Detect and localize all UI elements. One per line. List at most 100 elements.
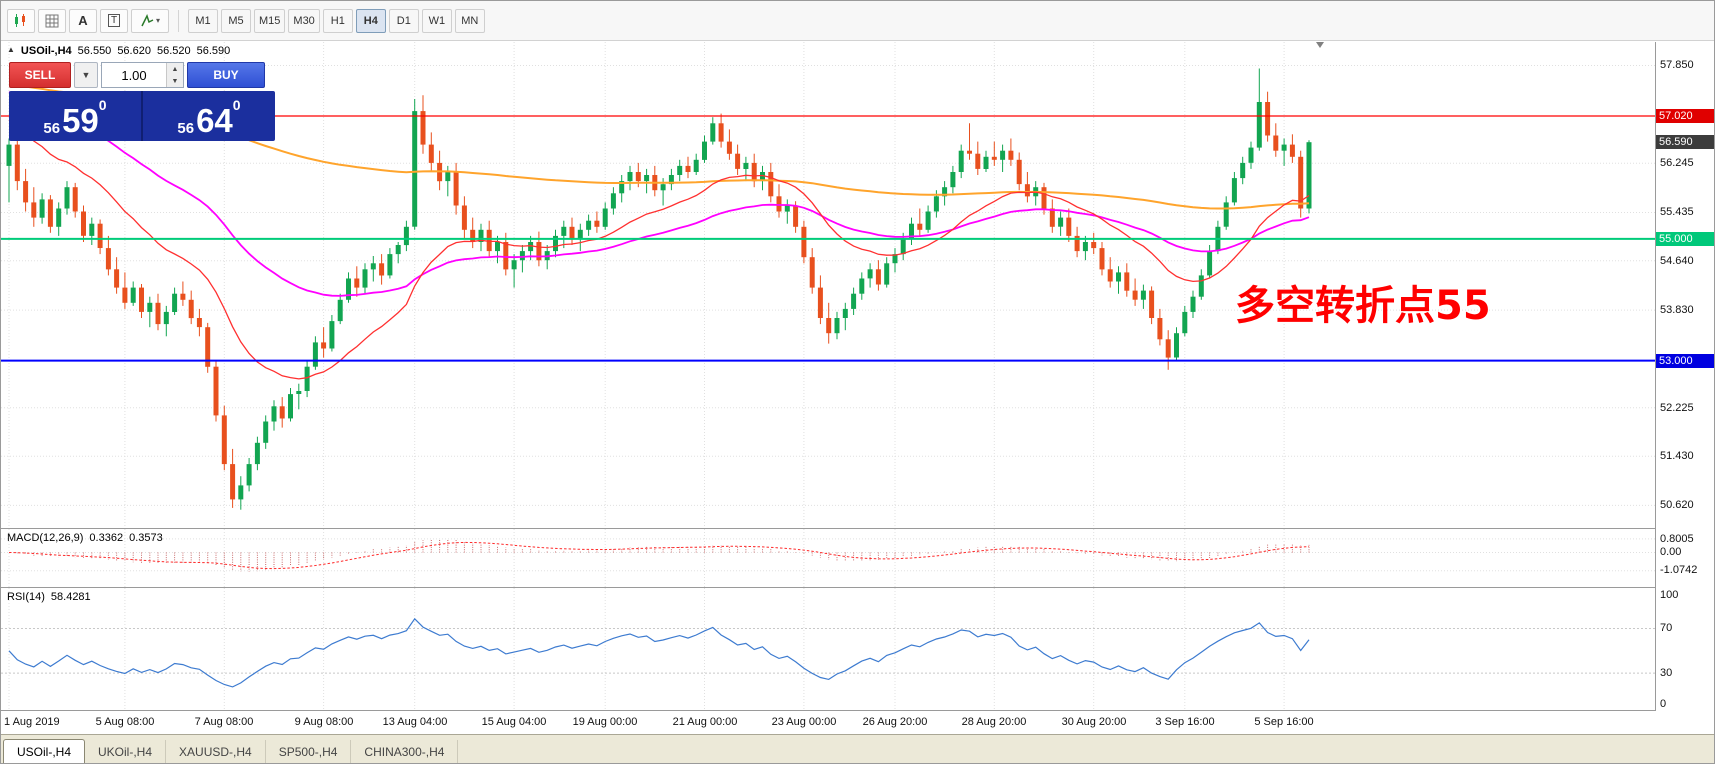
tf-h4-button[interactable]: H4 <box>355 8 386 33</box>
rsi-axis-tick: 30 <box>1660 667 1673 679</box>
macd-axis-tick: 0.8005 <box>1660 533 1694 545</box>
grid-icon[interactable] <box>38 8 66 33</box>
price-tick: 50.620 <box>1660 499 1694 511</box>
tf-w1-button[interactable]: W1 <box>421 8 452 33</box>
price-chart-panel[interactable]: ▲ USOil-,H4 56.550 56.620 56.520 56.590 … <box>1 42 1655 528</box>
rsi-value: 58.4281 <box>50 591 91 603</box>
tf-m30-button[interactable]: M30 <box>288 8 320 33</box>
volume-control: ▲ ▼ <box>101 62 184 88</box>
rsi-axis-tick: 100 <box>1660 589 1679 601</box>
time-tick: 19 Aug 00:00 <box>572 716 638 728</box>
one-click-trading-panel: SELL ▼ ▲ ▼ BUY 56 59 0 <box>9 62 275 141</box>
ohlc-open: 56.550 <box>77 45 112 57</box>
price-chart-canvas[interactable] <box>1 42 1655 528</box>
volume-dropdown-button[interactable]: ▼ <box>74 62 98 88</box>
chart-title: ▲ USOil-,H4 56.550 56.620 56.520 56.590 <box>7 45 230 57</box>
chart-annotation: 多空转折点55 <box>1235 283 1491 329</box>
cursor-glyph <box>141 13 154 26</box>
current-price-badge: 56.590 <box>1656 135 1714 149</box>
toolbar-separator <box>178 9 179 32</box>
ohlc-high: 56.620 <box>117 45 151 57</box>
tf-m5-button[interactable]: M5 <box>221 8 251 33</box>
sell-price-sup: 0 <box>98 97 107 113</box>
time-tick: 28 Aug 20:00 <box>961 716 1027 728</box>
time-axis[interactable]: 1 Aug 2019 5 Aug 08:00 7 Aug 08:00 9 Aug… <box>1 711 1655 734</box>
panel-separator[interactable] <box>1 710 1714 711</box>
buy-price-sup: 0 <box>232 97 241 113</box>
rsi-axis-tick: 0 <box>1660 698 1667 710</box>
one-click-prices: 56 59 0 56 64 0 <box>9 91 275 141</box>
level-price-badge: 57.020 <box>1656 109 1714 123</box>
axis-separator <box>1655 42 1656 710</box>
macd-axis-tick: 0.00 <box>1660 546 1682 558</box>
buy-price-small: 56 <box>177 120 195 137</box>
rsi-canvas[interactable] <box>1 588 1655 710</box>
time-tick: 23 Aug 00:00 <box>771 716 837 728</box>
chart-shift-marker-icon[interactable] <box>1316 42 1324 48</box>
sell-price-big: 59 <box>62 102 99 139</box>
volume-up-button[interactable]: ▲ <box>167 63 183 75</box>
buy-price-big: 64 <box>196 102 233 139</box>
macd-canvas[interactable] <box>1 529 1655 587</box>
price-tick: 57.850 <box>1660 59 1694 71</box>
candles-glyph <box>15 13 25 27</box>
price-tick: 56.245 <box>1660 157 1694 169</box>
tab-usoil[interactable]: USOil-,H4 <box>3 739 86 763</box>
time-tick: 15 Aug 04:00 <box>481 716 547 728</box>
time-tick: 5 Sep 16:00 <box>1254 716 1314 728</box>
tf-h1-button[interactable]: H1 <box>322 8 353 33</box>
sell-price-small: 56 <box>43 120 61 137</box>
price-divider <box>141 91 143 141</box>
sell-button[interactable]: SELL <box>9 62 71 88</box>
macd-axis-tick: -1.0742 <box>1660 564 1698 576</box>
volume-down-button[interactable]: ▼ <box>167 75 183 87</box>
tf-mn-button[interactable]: MN <box>454 8 485 33</box>
panel-separator[interactable] <box>1 528 1714 529</box>
volume-input[interactable] <box>102 63 166 87</box>
chevron-down-icon: ▼ <box>81 70 91 80</box>
tf-m1-button[interactable]: M1 <box>188 8 218 33</box>
panel-separator[interactable] <box>1 587 1714 588</box>
letter-a-glyph: A <box>78 13 88 28</box>
time-tick: 26 Aug 20:00 <box>862 716 928 728</box>
level-price-badge: 53.000 <box>1656 354 1714 368</box>
cursor-dropdown-icon[interactable]: ▾ <box>131 8 169 33</box>
rsi-title: RSI(14) 58.4281 <box>7 591 91 603</box>
time-tick: 13 Aug 04:00 <box>382 716 448 728</box>
chart-candles-icon[interactable] <box>7 8 35 33</box>
tf-m15-button[interactable]: M15 <box>254 8 286 33</box>
toolbar: A T ▾ M1 M5 M15 M30 H1 H4 D1 W1 MN <box>1 1 1714 41</box>
price-tick: 54.640 <box>1660 255 1694 267</box>
rsi-axis-tick: 70 <box>1660 622 1673 634</box>
time-tick: 5 Aug 08:00 <box>95 716 155 728</box>
rsi-panel[interactable]: RSI(14) 58.4281 <box>1 588 1655 710</box>
buy-price[interactable]: 56 64 0 <box>143 91 275 141</box>
ohlc-low: 56.520 <box>156 45 191 57</box>
rsi-indicator-label: RSI(14) <box>7 591 45 603</box>
tf-d1-button[interactable]: D1 <box>388 8 419 33</box>
tab-ukoil[interactable]: UKOil-,H4 <box>85 740 167 763</box>
buy-button[interactable]: BUY <box>187 62 265 88</box>
time-tick: 3 Sep 16:00 <box>1155 716 1215 728</box>
price-tick: 52.225 <box>1660 402 1694 414</box>
tab-xauusd[interactable]: XAUUSD-,H4 <box>166 740 266 763</box>
ohlc-close: 56.590 <box>196 45 231 57</box>
macd-panel[interactable]: MACD(12,26,9) 0.3362 0.3573 <box>1 529 1655 587</box>
chevron-down-icon: ▾ <box>155 16 160 25</box>
time-tick: 30 Aug 20:00 <box>1061 716 1127 728</box>
chart-tabs-bar: USOil-,H4 UKOil-,H4 XAUUSD-,H4 SP500-,H4… <box>1 734 1714 763</box>
sell-price[interactable]: 56 59 0 <box>9 91 141 141</box>
collapse-one-click-icon[interactable]: ▲ <box>7 45 15 54</box>
label-a-icon[interactable]: A <box>69 8 97 33</box>
tab-china300[interactable]: CHINA300-,H4 <box>351 740 459 763</box>
grid-glyph <box>45 14 59 27</box>
price-tick: 55.435 <box>1660 206 1694 218</box>
tab-sp500[interactable]: SP500-,H4 <box>266 740 352 763</box>
price-tick: 51.430 <box>1660 450 1694 462</box>
text-tool-icon[interactable]: T <box>100 8 128 33</box>
time-tick: 7 Aug 08:00 <box>194 716 254 728</box>
level-price-badge: 55.000 <box>1656 232 1714 246</box>
price-axis[interactable]: 57.850 56.245 55.435 54.640 53.830 52.22… <box>1656 42 1714 734</box>
macd-title: MACD(12,26,9) 0.3362 0.3573 <box>7 532 163 544</box>
